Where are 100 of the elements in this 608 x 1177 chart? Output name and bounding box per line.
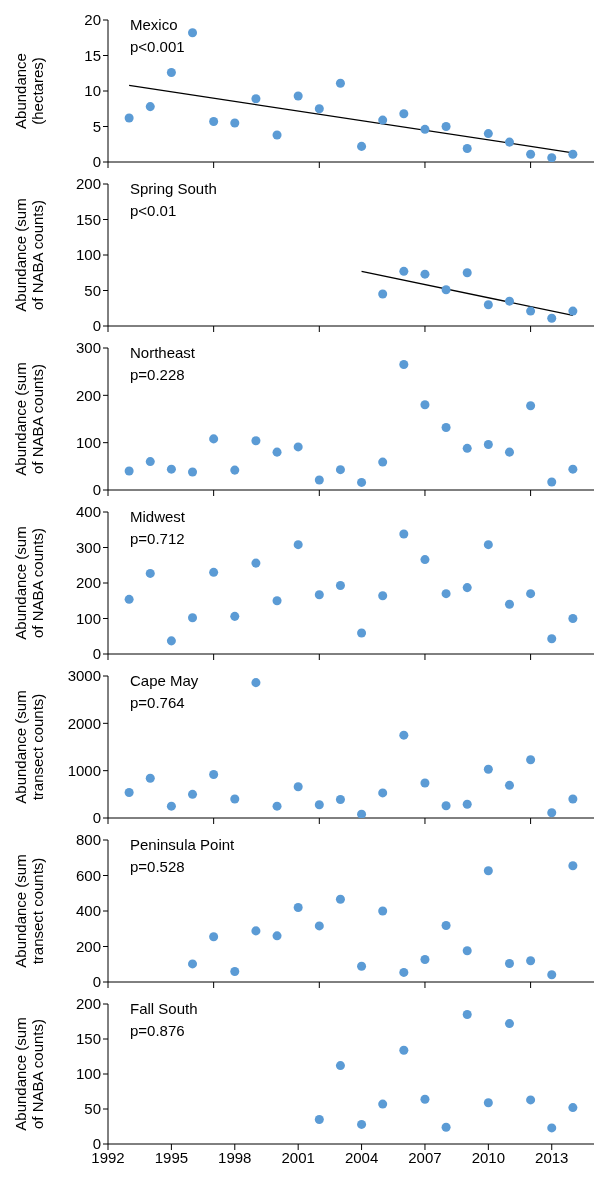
y-axis-title: Abundance (hectares) [12,53,46,129]
point [378,788,388,798]
point [251,678,261,688]
point [420,400,430,410]
point [293,540,303,550]
y-tick-label: 150 [75,210,101,228]
point [504,959,514,969]
point [568,1103,578,1113]
point [504,780,514,790]
y-tick-label: 2000 [67,714,101,732]
y-tick-label: 0 [92,973,101,991]
point [483,440,493,450]
y-axis-title: Abundance (sum of NABA counts) [12,526,46,640]
point [230,465,240,475]
y-tick-label: 200 [75,574,101,592]
point [209,932,219,942]
point [420,1094,430,1104]
y-tick-label: 300 [75,339,101,357]
y-tick-label: 100 [75,246,101,264]
point [230,118,240,128]
point [293,91,303,101]
y-tick-label: 200 [75,175,101,193]
point [145,457,155,467]
point [547,970,557,980]
point [272,447,282,457]
point [462,443,472,453]
y-tick-label: 300 [75,538,101,556]
point [399,266,409,276]
annotation: p<0.001 [130,37,185,57]
y-tick-label: 400 [75,902,101,920]
y-axis-title: Abundance (sum of NABA counts) [12,362,46,476]
point [272,596,282,606]
point [483,1098,493,1108]
point [420,269,430,279]
point [399,967,409,977]
point [357,1119,367,1129]
point [188,959,198,969]
point [335,894,345,904]
point [441,285,451,295]
annotation: p<0.01 [130,201,178,221]
point [441,423,451,433]
y-tick-label: 600 [75,866,101,884]
y-tick-label: 800 [75,831,101,849]
point [145,773,155,783]
point [441,589,451,599]
point [230,967,240,977]
point [483,129,493,139]
point [504,447,514,457]
point [378,457,388,467]
point [230,611,240,621]
x-tick-label: 1998 [218,1148,252,1166]
point [166,801,176,811]
point [293,782,303,792]
point [188,28,198,38]
point [483,866,493,876]
point [357,141,367,151]
annotation: p=0.764 [130,693,186,713]
point [441,921,451,931]
point [378,906,388,916]
y-tick-label: 20 [84,11,101,29]
point [251,926,261,936]
chart-title: Northeast [130,343,196,363]
point [378,1099,388,1109]
y-tick-label: 0 [92,809,101,827]
point [462,946,472,956]
y-tick-label: 5 [92,117,101,135]
point [272,130,282,140]
point [188,467,198,477]
y-tick-label: 100 [75,433,101,451]
point [547,477,557,487]
point [124,787,134,797]
point [357,477,367,487]
y-axis-title: Abundance (sum of NABA counts) [12,1017,46,1131]
point [357,961,367,971]
chart-title: Mexico [130,15,179,35]
point [420,124,430,134]
point [335,78,345,88]
point [526,306,536,316]
point [357,809,367,818]
point [293,902,303,912]
point [568,794,578,804]
point [441,801,451,811]
x-tick-label: 2007 [408,1148,442,1166]
point [462,144,472,154]
chart-title: Peninsula Point [130,835,235,855]
y-tick-label: 150 [75,1030,101,1048]
point [209,434,219,444]
point [272,801,282,811]
point [166,636,176,646]
point [547,153,557,162]
y-tick-label: 100 [75,609,101,627]
point [441,1122,451,1132]
point [547,634,557,644]
point [526,149,536,159]
point [547,1123,557,1133]
y-tick-label: 0 [92,317,101,335]
point [462,268,472,278]
y-tick-label: 0 [92,645,101,663]
point [399,1045,409,1055]
y-tick-label: 200 [75,995,101,1013]
